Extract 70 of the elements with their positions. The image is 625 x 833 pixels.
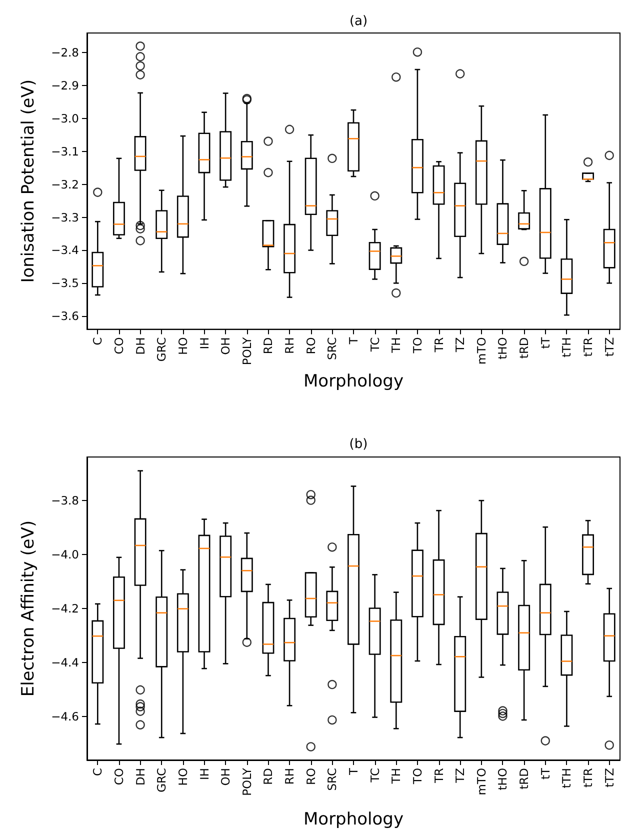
x-tick-label: tRD [517,768,532,790]
x-tick-label: TR [432,768,446,784]
x-tick-label: TH [389,768,404,785]
x-tick-label: RH [282,768,297,785]
x-tick-label: OH [218,337,233,355]
x-tick-label: GRC [154,768,169,792]
x-tick-label: TH [389,337,404,354]
x-tick-label: tTH [560,337,574,358]
x-tick-label: T [346,336,360,346]
x-tick-label: C [90,337,105,346]
x-tick-label: TR [432,337,446,354]
x-tick-label: DH [133,337,148,355]
y-tick-label: −3.4 [51,243,79,258]
chart-title: (b) [349,437,368,452]
y-tick-label: −2.9 [51,78,79,93]
x-tick-label: tT [538,767,552,780]
chart-title: (a) [349,14,368,29]
x-tick-label: POLY [240,336,254,366]
x-tick-label: TZ [453,337,468,354]
y-tick-label: −3.5 [51,276,79,290]
x-tick-label: CO [112,337,126,354]
y-tick-label: −4.4 [51,656,79,670]
x-tick-label: T [346,767,360,776]
x-tick-label: OH [218,768,233,786]
x-tick-label: HO [176,768,190,786]
y-tick-label: −4.2 [51,602,79,616]
y-axis-title: Ionisation Potential (eV) [18,79,38,283]
x-tick-label: TO [410,768,424,786]
x-tick-label: mTO [474,337,488,364]
x-tick-label: TO [410,337,424,354]
x-tick-label: mTO [474,768,488,796]
x-tick-label: DH [133,768,148,786]
x-tick-label: TZ [453,768,468,784]
x-tick-label: POLY [240,767,254,796]
x-axis-title: Morphology [304,372,404,392]
x-tick-label: RD [261,768,276,785]
x-tick-label: TC [368,768,382,784]
x-tick-label: tTR [581,768,596,788]
y-tick-label: −4.0 [51,547,79,562]
x-tick-label: IH [197,337,212,350]
y-tick-label: −3.0 [51,112,79,126]
x-tick-label: RH [282,337,297,354]
y-tick-label: −4.6 [51,710,79,724]
x-tick-label: tTZ [602,768,616,788]
x-tick-label: RO [304,768,318,786]
x-tick-label: tTZ [602,337,616,357]
x-tick-label: CO [112,768,126,786]
x-tick-label: RO [304,337,318,354]
y-axis-title: Electron Affinity (eV) [18,520,38,697]
x-tick-label: tTR [581,337,596,357]
y-tick-label: −3.2 [51,177,79,192]
x-tick-label: C [90,768,105,776]
x-tick-label: IH [197,768,212,780]
x-tick-label: TC [368,337,382,353]
y-tick-label: −3.1 [51,144,79,158]
x-tick-label: tTH [560,768,574,788]
x-tick-label: tHO [496,768,510,790]
y-tick-label: −2.8 [51,46,79,60]
x-tick-label: HO [176,337,190,355]
x-tick-label: SRC [325,337,340,360]
x-tick-label: RD [261,337,276,354]
x-tick-label: SRC [325,768,340,791]
y-tick-label: −3.3 [51,210,79,224]
x-tick-label: tRD [517,337,532,359]
x-tick-label: tT [538,336,552,349]
x-tick-label: GRC [154,337,169,362]
x-axis-title: Morphology [304,810,404,830]
y-tick-label: −3.6 [51,309,79,324]
x-tick-label: tHO [496,337,510,360]
y-tick-label: −3.8 [51,493,79,508]
